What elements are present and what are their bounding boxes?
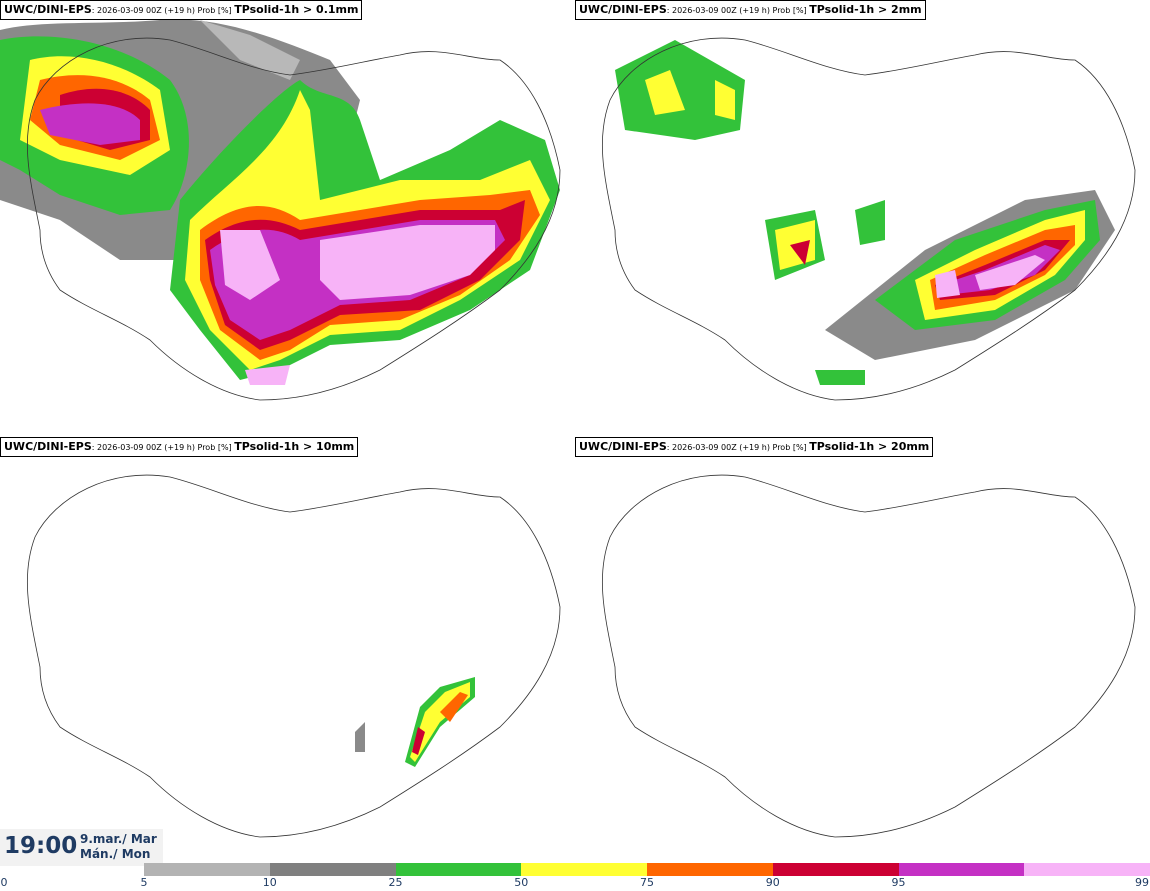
colorbar-tick-label: 95 <box>891 876 906 889</box>
iceland-map <box>27 474 561 838</box>
coastline <box>27 474 561 838</box>
iceland-map <box>602 37 1136 401</box>
colorbar-segment <box>521 863 648 876</box>
colorbar-segment <box>647 863 774 876</box>
colorbar-tick-label: 25 <box>388 876 403 889</box>
panel-title: UWC/DINI-EPS: 2026-03-09 00Z (+19 h) Pro… <box>0 437 359 457</box>
panel-title: UWC/DINI-EPS: 2026-03-09 00Z (+19 h) Pro… <box>0 0 363 20</box>
map-panel-2mm: UWC/DINI-EPS: 2026-03-09 00Z (+19 h) Pro… <box>575 0 1150 437</box>
model-name: UWC/DINI-EPS <box>4 440 92 453</box>
prob-area-magenta <box>40 103 140 145</box>
colorbar-tick-label: 5 <box>140 876 148 889</box>
panel-title: UWC/DINI-EPS: 2026-03-09 00Z (+19 h) Pro… <box>575 0 926 20</box>
valid-time-box: 19:00 9.mar./ Mar Mán./ Mon <box>0 829 163 866</box>
coastline <box>27 37 561 401</box>
iceland-map <box>0 19 561 401</box>
prob-area-pink <box>320 225 495 300</box>
colorbar-tick-label: 90 <box>765 876 780 889</box>
colorbar-segment <box>772 863 899 876</box>
parameter-label: TPsolid-1h > 20mm <box>809 440 930 453</box>
colorbar-segment <box>269 863 396 876</box>
model-name: UWC/DINI-EPS <box>579 440 667 453</box>
colorbar-segment <box>395 863 522 876</box>
colorbar-tick-label: 99 <box>1135 876 1149 889</box>
coastline <box>602 37 1136 401</box>
model-name: UWC/DINI-EPS <box>579 3 667 16</box>
prob-area-light <box>200 20 300 80</box>
panel-title: UWC/DINI-EPS: 2026-03-09 00Z (+19 h) Pro… <box>575 437 934 457</box>
run-info: : 2026-03-09 00Z (+19 h) Prob [%] <box>91 6 235 15</box>
parameter-label: TPsolid-1h > 10mm <box>234 440 355 453</box>
colorbar-tick-label: 50 <box>514 876 529 889</box>
coastline <box>602 474 1136 838</box>
map-panel-10mm: UWC/DINI-EPS: 2026-03-09 00Z (+19 h) Pro… <box>0 437 575 874</box>
prob-area-red <box>412 727 425 755</box>
colorbar <box>144 863 1150 876</box>
valid-date: 9.mar./ Mar <box>80 832 157 846</box>
colorbar-tick-label: 75 <box>640 876 654 889</box>
run-info: : 2026-03-09 00Z (+19 h) Prob [%] <box>91 443 235 452</box>
prob-area-orange <box>440 692 468 722</box>
colorbar-tick-label: 0 <box>0 876 8 889</box>
run-info: : 2026-03-09 00Z (+19 h) Prob [%] <box>666 443 810 452</box>
prob-area-pink <box>975 255 1045 290</box>
run-info: : 2026-03-09 00Z (+19 h) Prob [%] <box>666 6 810 15</box>
map-panel-0.1mm: UWC/DINI-EPS: 2026-03-09 00Z (+19 h) Pro… <box>0 0 575 437</box>
colorbar-segment <box>144 863 271 876</box>
prob-area-green <box>615 40 745 140</box>
colorbar-tick-label: 10 <box>262 876 277 889</box>
model-name: UWC/DINI-EPS <box>4 3 92 16</box>
valid-weekday: Mán./ Mon <box>80 847 151 861</box>
prob-area-grey <box>355 722 365 752</box>
prob-area-yellow <box>645 70 685 115</box>
map-panel-20mm: UWC/DINI-EPS: 2026-03-09 00Z (+19 h) Pro… <box>575 437 1150 874</box>
parameter-label: TPsolid-1h > 0.1mm <box>234 3 359 16</box>
colorbar-segment <box>898 863 1025 876</box>
iceland-map <box>602 474 1136 838</box>
parameter-label: TPsolid-1h > 2mm <box>809 3 922 16</box>
colorbar-segment <box>1024 863 1150 876</box>
valid-time: 19:00 <box>4 833 78 859</box>
